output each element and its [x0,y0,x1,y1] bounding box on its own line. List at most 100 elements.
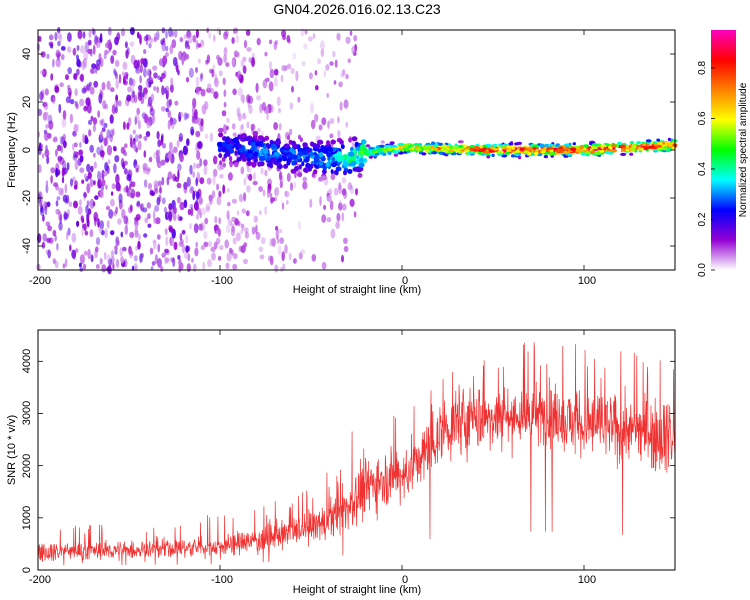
spectrogram-cell [192,34,197,43]
spectrogram-cell [349,30,353,36]
spectrogram-cell [126,94,132,102]
spectrogram-cell [341,212,345,222]
spectrogram-cell [338,184,342,195]
spectrogram-cell [58,211,62,221]
spectrogram-cell [305,156,309,162]
spectrogram-cell [69,113,73,124]
spectrogram-cell [300,249,305,254]
spectrogram-cell [182,145,188,156]
spectrogram-cell [120,157,125,168]
spectrogram-cell [59,135,64,145]
spectrogram-cell [386,147,393,151]
spectrogram-cell [232,88,237,96]
spectrogram-cell [195,130,201,138]
spectrogram-cell [189,164,193,175]
spectrogram-cell [578,146,584,150]
spectrogram-cell [304,29,308,35]
spectrogram-cell [360,139,367,145]
spectrogram-cell [223,101,227,108]
spectrogram-cell [110,55,115,64]
spectrogram-cell [261,101,266,111]
spectrogram-cell [330,139,337,145]
spectrogram-cell [147,213,151,220]
spectrogram-cell [90,115,94,122]
spectrogram-cell [169,141,173,151]
colorbar-tick-label: 0.2 [697,212,708,226]
spectrogram-cell [246,121,250,129]
spectrogram-cell [85,205,89,214]
spectrogram-cell [625,148,630,152]
spectrogram-cell [526,148,533,152]
spectrogram-cell [135,168,139,173]
spectrogram-cell [355,146,360,152]
spectrogram-cell [240,59,244,68]
spectrogram-cell [291,160,296,166]
spectrogram-cell [147,223,152,228]
spectrogram-cell [76,68,80,76]
spectrogram-cell [150,93,155,102]
spectrogram-cell [104,161,109,172]
spectrogram-cell [353,211,357,218]
spectrogram-cell [56,243,59,251]
spectrogram-cell [99,90,104,100]
spectrogram-cell [653,142,658,147]
spectrogram-cell [287,153,292,159]
spectrogram-cell [204,217,209,225]
spectrogram-cell [321,214,327,223]
spectrogram-cell [329,200,334,211]
spectrogram-cell [68,201,73,207]
spectrogram-cell [76,45,80,51]
spectrogram-cell [174,100,179,106]
spectrogram-cell [575,149,582,153]
spectrogram-cell [55,167,59,178]
spectrogram-cell [189,188,194,194]
spectrogram-cell [240,94,245,103]
spectrogram-cell [89,81,92,87]
spectrogram-cell [358,157,364,163]
spectrogram-cell [311,253,317,262]
spectrogram-cell [105,205,111,211]
spectrogram-cell [232,132,237,137]
spectrogram-cell [83,85,88,92]
spectrogram-cell [232,253,238,260]
spectrogram-cell [212,168,218,177]
spectrogram-cell [260,156,266,161]
spectrogram-cell [262,149,269,154]
spectrogram-cell [178,132,183,142]
spectrogram-cell [99,189,104,199]
spectrogram-cell [501,154,508,158]
spectrogram-cell [629,143,633,148]
spectrogram-cell [185,76,190,83]
spectrogram-cell [343,190,348,200]
spectrogram-cell [110,230,115,236]
spectrogram-cell [416,148,422,152]
spectrogram-panel: -200 -100 0 100 Height of straight line … [6,26,678,296]
spectrogram-cell [335,166,342,172]
spectrogram-cell [138,134,143,139]
spectrogram-cell [608,145,612,149]
spectrogram-cell [163,206,167,213]
spectrogram-cell [87,171,92,180]
spectrogram-cell [43,111,49,117]
spectrogram-cell [124,41,128,49]
spectrogram-cell [41,241,46,249]
spectrogram-cell [72,130,76,136]
spectrogram-cell [257,127,261,133]
spectrogram-cell [637,146,641,150]
spectrogram-cell [322,169,327,175]
spectrogram-cell [95,237,101,246]
spectrogram-cell [102,100,107,110]
spectrogram-cell [104,49,109,55]
spectrogram-cell [394,149,400,153]
spec-x-axis-label: Height of straight line (km) [293,284,421,296]
snr-panel: -200 -100 0 100 Height of straight line … [6,329,676,596]
spectrogram-cell [112,128,115,136]
spectrogram-cell [387,151,392,155]
spectrogram-cell [212,155,218,165]
snr-x-tick-label: 100 [578,574,596,586]
spectrogram-cell [468,151,475,155]
spectrogram-cell [530,143,535,147]
spectrogram-cell [58,187,63,196]
spectrogram-cell [210,246,216,253]
spectrogram-cell [137,140,142,151]
